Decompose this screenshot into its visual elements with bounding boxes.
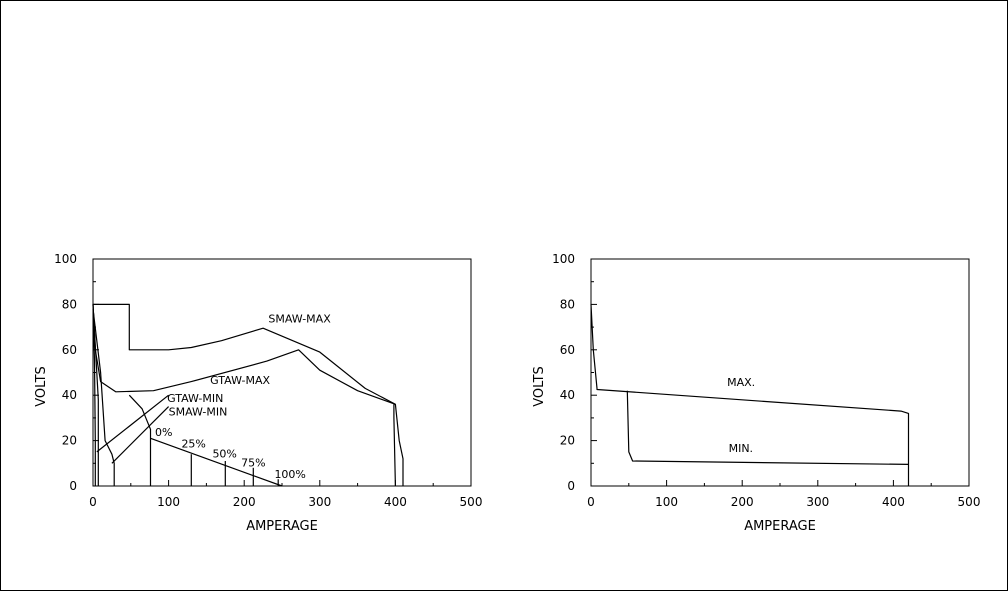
x-axis-title: AMPERAGE	[246, 519, 318, 534]
x-tick-label: 400	[882, 495, 905, 509]
curve-label: SMAW-MIN	[169, 406, 228, 419]
curve-label: 100%	[274, 468, 305, 481]
x-tick-label: 300	[806, 495, 829, 509]
x-tick-label: 200	[731, 495, 754, 509]
x-tick-label: 300	[308, 495, 331, 509]
y-tick-label: 100	[54, 252, 77, 266]
series-line-smaw-min	[111, 406, 170, 464]
x-tick-label: 0	[89, 495, 97, 509]
y-axis-title: VOLTS	[532, 366, 547, 407]
series-line-drop-c	[92, 308, 115, 486]
curve-label: 50%	[212, 448, 236, 461]
y-axis-title: VOLTS	[34, 366, 49, 407]
series-line-min	[626, 390, 909, 465]
x-tick-label: 200	[233, 495, 256, 509]
curve-label: MAX.	[727, 376, 755, 389]
series-line-max	[590, 304, 910, 486]
curve-label: 75%	[241, 457, 265, 470]
plot-area	[590, 258, 970, 487]
plot-area	[92, 258, 472, 487]
series-line-gtaw-max-drop	[128, 394, 152, 486]
chart-panel-2: 0 100 200 300 400 500 0 20 40 60 80 100 AMPERAGE VOLT…	[532, 252, 980, 534]
y-tick-label: 80	[560, 297, 575, 311]
x-tick-label: 500	[958, 495, 981, 509]
y-tick-label: 20	[62, 434, 77, 448]
y-tick-label: 100	[552, 252, 575, 266]
series-line-smaw-max	[93, 303, 396, 405]
y-tick-label: 60	[560, 343, 575, 357]
x-tick-label: 100	[655, 495, 678, 509]
series-line-drop-a	[92, 304, 99, 486]
y-tick-label: 40	[62, 388, 77, 402]
x-tick-label: 100	[157, 495, 180, 509]
curve-label: MIN.	[729, 442, 753, 455]
x-tick-label: 500	[460, 495, 483, 509]
curve-label: GTAW-MIN	[167, 392, 223, 405]
y-tick-label: 0	[567, 479, 575, 493]
series-line-smaw-max-drop	[393, 404, 396, 487]
y-tick-label: 20	[560, 434, 575, 448]
y-tick-label: 40	[560, 388, 575, 402]
series-line-0	[150, 437, 283, 487]
y-tick-label: 80	[62, 297, 77, 311]
curve-label: 0%	[155, 426, 172, 439]
curve-label: 25%	[181, 437, 205, 450]
x-axis-title: AMPERAGE	[744, 519, 816, 534]
x-tick-label: 400	[384, 495, 407, 509]
series-line-gtaw-min	[96, 394, 169, 453]
curve-label: GTAW-MAX	[210, 374, 270, 387]
x-tick-label: 0	[587, 495, 595, 509]
curve-label: SMAW-MAX	[268, 313, 331, 326]
y-tick-label: 60	[62, 343, 77, 357]
series-line-drop-b	[92, 304, 96, 486]
series-line-gtaw-max	[92, 304, 404, 486]
chart-panel-1: 0 100 200 300 400 500 0 20 40 60 80 100 AMPERAGE VOLT…	[34, 252, 482, 534]
y-tick-label: 0	[69, 479, 77, 493]
